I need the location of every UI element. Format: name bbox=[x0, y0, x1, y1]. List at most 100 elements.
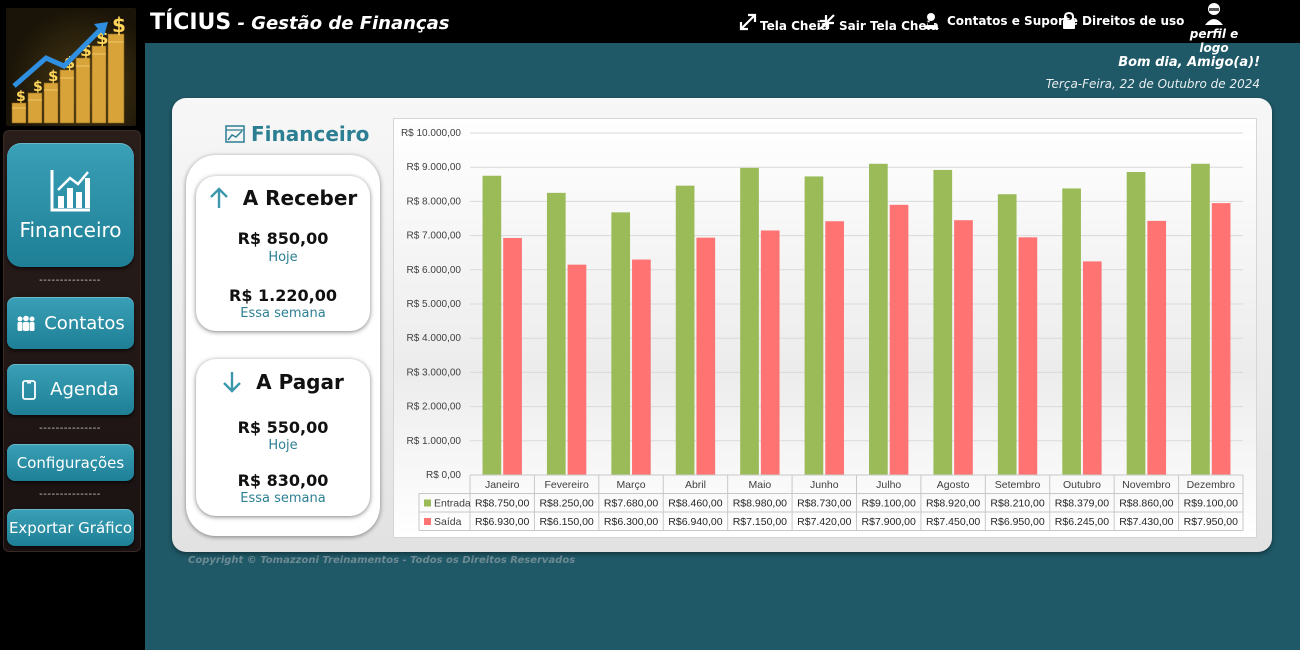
payable-week-value: R$ 830,00 bbox=[237, 471, 329, 490]
bar-entrada bbox=[997, 194, 1017, 475]
tablet-icon bbox=[22, 379, 37, 400]
app-subtitle: Gestão de Finanças bbox=[251, 13, 450, 34]
sidebar-divider: --------------- bbox=[39, 489, 101, 500]
x-tick-label: Fevereiro bbox=[544, 479, 589, 491]
y-tick-label: R$ 3.000,00 bbox=[407, 367, 462, 378]
sidebar-item-contatos[interactable]: Contatos bbox=[7, 297, 134, 349]
receivable-today-value: R$ 850,00 bbox=[237, 229, 329, 248]
y-tick-label: R$ 7.000,00 bbox=[407, 231, 462, 242]
spreadsheet-chart-icon bbox=[225, 125, 245, 143]
legend-swatch bbox=[424, 499, 431, 507]
y-tick-label: R$ 5.000,00 bbox=[407, 299, 462, 310]
sidebar-item-label: Configurações bbox=[16, 453, 125, 472]
y-tick-label: R$ 2.000,00 bbox=[407, 402, 462, 413]
bar-saida bbox=[567, 264, 587, 475]
legend-entry: Entrada bbox=[434, 498, 471, 510]
bar-saida bbox=[760, 230, 780, 475]
x-tick-label: Março bbox=[616, 479, 645, 491]
svg-text:$: $ bbox=[33, 79, 43, 95]
x-tick-label: Outubro bbox=[1063, 479, 1101, 491]
data-table-cell: R$9.100,00 bbox=[1184, 498, 1238, 510]
svg-text:$: $ bbox=[48, 67, 58, 85]
collapse-icon bbox=[819, 14, 835, 30]
arrow-down-icon bbox=[223, 372, 241, 393]
data-table-cell: R$8.730,00 bbox=[797, 498, 851, 510]
data-table-cell: R$6.150,00 bbox=[539, 516, 593, 528]
chart-canvas: R$ 0,00 R$ 1.000,00 R$ 2.000,00 R$ 3.000,00… bbox=[401, 128, 1244, 531]
x-tick-label: Janeiro bbox=[485, 479, 520, 491]
x-tick-label: Junho bbox=[810, 479, 839, 491]
expand-icon bbox=[739, 13, 757, 31]
bar-entrada bbox=[675, 185, 695, 475]
contacts-support-button[interactable]: Contatos e Suporte bbox=[922, 12, 1078, 30]
y-tick-label: R$ 1.000,00 bbox=[407, 436, 462, 447]
user-icon bbox=[923, 13, 939, 29]
receivable-week-label: Essa semana bbox=[240, 306, 326, 321]
bar-saida bbox=[889, 204, 909, 475]
sidebar-item-label: Exportar Gráfico bbox=[8, 518, 133, 537]
data-table-cell: R$6.940,00 bbox=[668, 516, 722, 528]
data-table-cell: R$8.379,00 bbox=[1055, 498, 1109, 510]
exit-fullscreen-label: Sair Tela Cheia bbox=[839, 19, 939, 33]
bar-entrada bbox=[1126, 171, 1146, 475]
profile-label: perfil e logo bbox=[1189, 27, 1239, 55]
receivable-card[interactable]: A Receber R$ 850,00 Hoje R$ 1.220,00 Ess… bbox=[196, 176, 370, 331]
bar-saida bbox=[1018, 237, 1038, 475]
finance-chart: R$ 0,00 R$ 1.000,00 R$ 2.000,00 R$ 3.000,00… bbox=[393, 118, 1257, 538]
x-tick-label: Agosto bbox=[937, 479, 970, 491]
svg-text:$: $ bbox=[112, 13, 126, 37]
profile-logo-button[interactable]: perfil e logo bbox=[1178, 2, 1250, 55]
terms-button[interactable]: Direitos de uso bbox=[1062, 12, 1184, 30]
bar-saida bbox=[696, 237, 716, 475]
payable-title: A Pagar bbox=[256, 370, 344, 394]
profile-icon bbox=[1205, 3, 1223, 25]
data-table-cell: R$7.450,00 bbox=[926, 516, 980, 528]
legend-swatch bbox=[424, 518, 431, 525]
bar-entrada bbox=[1191, 163, 1210, 475]
exit-fullscreen-button[interactable]: Sair Tela Cheia bbox=[818, 11, 939, 33]
receivable-today-label: Hoje bbox=[268, 250, 298, 265]
sidebar-divider: --------------- bbox=[39, 423, 101, 434]
sidebar-item-label: Contatos bbox=[44, 312, 125, 334]
x-tick-label: Setembro bbox=[995, 479, 1041, 491]
bar-saida bbox=[503, 237, 522, 475]
data-table-cell: R$6.300,00 bbox=[604, 516, 658, 528]
app-title: TÍCIUS - Gestão de Finanças bbox=[150, 10, 449, 35]
chart-icon bbox=[50, 170, 90, 212]
sidebar-divider: --------------- bbox=[39, 275, 101, 286]
copyright-text: Copyright © Tomazzoni Treinamentos - Tod… bbox=[188, 555, 576, 566]
data-table-cell: R$7.900,00 bbox=[862, 516, 916, 528]
bar-saida bbox=[1147, 220, 1167, 475]
data-table-cell: R$8.860,00 bbox=[1119, 498, 1173, 510]
contacts-support-label: Contatos e Suporte bbox=[947, 14, 1078, 28]
sidebar-item-financeiro[interactable]: Financeiro bbox=[7, 143, 134, 267]
data-table-cell: R$8.750,00 bbox=[475, 498, 529, 510]
bar-entrada bbox=[740, 167, 759, 475]
data-table-cell: R$8.210,00 bbox=[990, 498, 1044, 510]
payable-card[interactable]: A Pagar R$ 550,00 Hoje R$ 830,00 Essa se… bbox=[196, 359, 370, 516]
data-table-cell: R$6.930,00 bbox=[475, 516, 529, 528]
logo: $ $ $ $ $ $ $ bbox=[6, 8, 136, 126]
terms-label: Direitos de uso bbox=[1082, 14, 1185, 28]
data-table-cell: R$8.460,00 bbox=[668, 498, 722, 510]
sidebar: $ $ $ $ $ $ $ Financeiro --------------- Cont… bbox=[0, 0, 145, 650]
section-title: Financeiro bbox=[225, 122, 369, 146]
y-tick-label: R$ 6.000,00 bbox=[407, 265, 462, 276]
current-date: Terça-Feira, 22 de Outubro de 2024 bbox=[1045, 77, 1260, 91]
x-tick-label: Dezembro bbox=[1187, 479, 1236, 491]
data-table-cell: R$6.950,00 bbox=[990, 516, 1044, 528]
top-bar: TÍCIUS - Gestão de Finanças Tela Cheia S… bbox=[0, 0, 1300, 55]
money-growth-logo-icon: $$$ $$$$ bbox=[11, 13, 126, 124]
bar-saida bbox=[1211, 203, 1231, 476]
x-tick-label: Abril bbox=[685, 479, 706, 491]
bar-saida bbox=[954, 220, 973, 475]
bar-saida bbox=[825, 221, 844, 475]
data-table-cell: R$9.100,00 bbox=[862, 498, 916, 510]
export-chart-button[interactable]: Exportar Gráfico bbox=[7, 509, 134, 546]
fullscreen-button[interactable]: Tela Cheia bbox=[739, 11, 829, 33]
bar-entrada bbox=[869, 163, 888, 475]
y-tick-label: R$ 10.000,00 bbox=[401, 128, 461, 139]
sidebar-item-configuracoes[interactable]: Configurações bbox=[7, 444, 134, 481]
fullscreen-label: Tela Cheia bbox=[760, 19, 829, 33]
sidebar-item-agenda[interactable]: Agenda bbox=[7, 364, 134, 415]
